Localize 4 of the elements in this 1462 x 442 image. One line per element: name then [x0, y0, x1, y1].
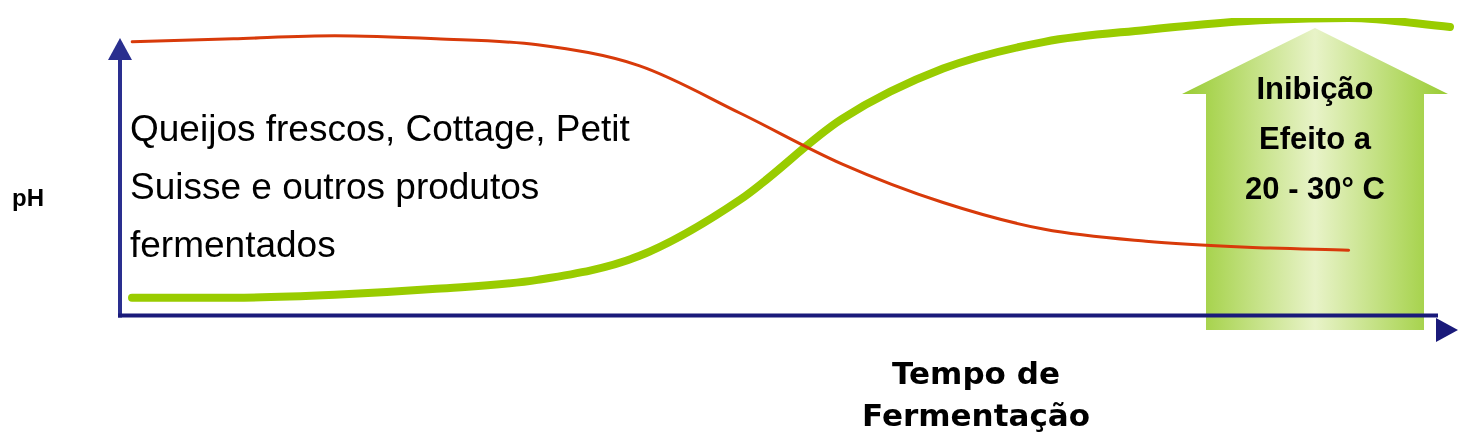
y-axis-title: pH [12, 184, 44, 212]
annotation: Queijos frescos, Cottage, Petit Suisse e outros produtos fermentados [130, 107, 631, 267]
annotation: Inibição Efeito a 20 - 30° C [1244, 70, 1386, 208]
x-axis-title: Tempo de Fermentação [861, 354, 1091, 435]
